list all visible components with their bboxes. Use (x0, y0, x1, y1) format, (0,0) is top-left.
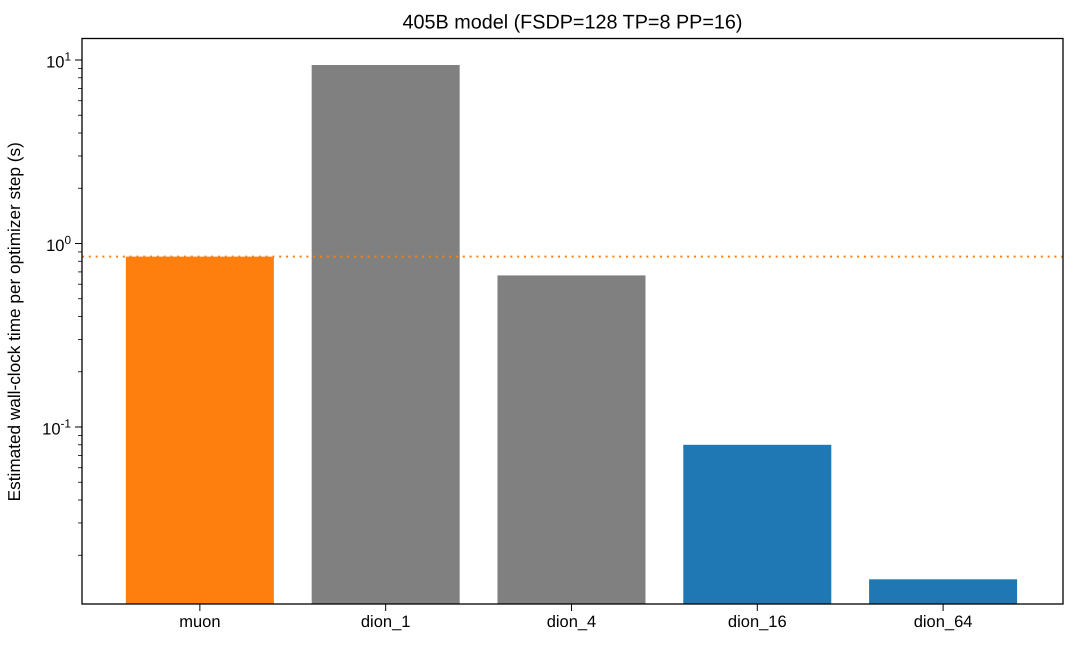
svg-text:405B model (FSDP=128 TP=8 PP=1: 405B model (FSDP=128 TP=8 PP=16) (403, 12, 743, 34)
svg-text:Estimated wall-clock time per: Estimated wall-clock time per optimizer … (4, 142, 24, 501)
svg-text:dion_16: dion_16 (728, 613, 787, 631)
svg-text:dion_64: dion_64 (914, 613, 973, 631)
svg-text:muon: muon (179, 613, 220, 631)
svg-text:101: 101 (46, 50, 71, 72)
svg-text:100: 100 (46, 233, 71, 255)
svg-text:dion_1: dion_1 (361, 613, 411, 631)
svg-text:dion_4: dion_4 (547, 613, 597, 631)
svg-text:10-1: 10-1 (42, 417, 71, 439)
